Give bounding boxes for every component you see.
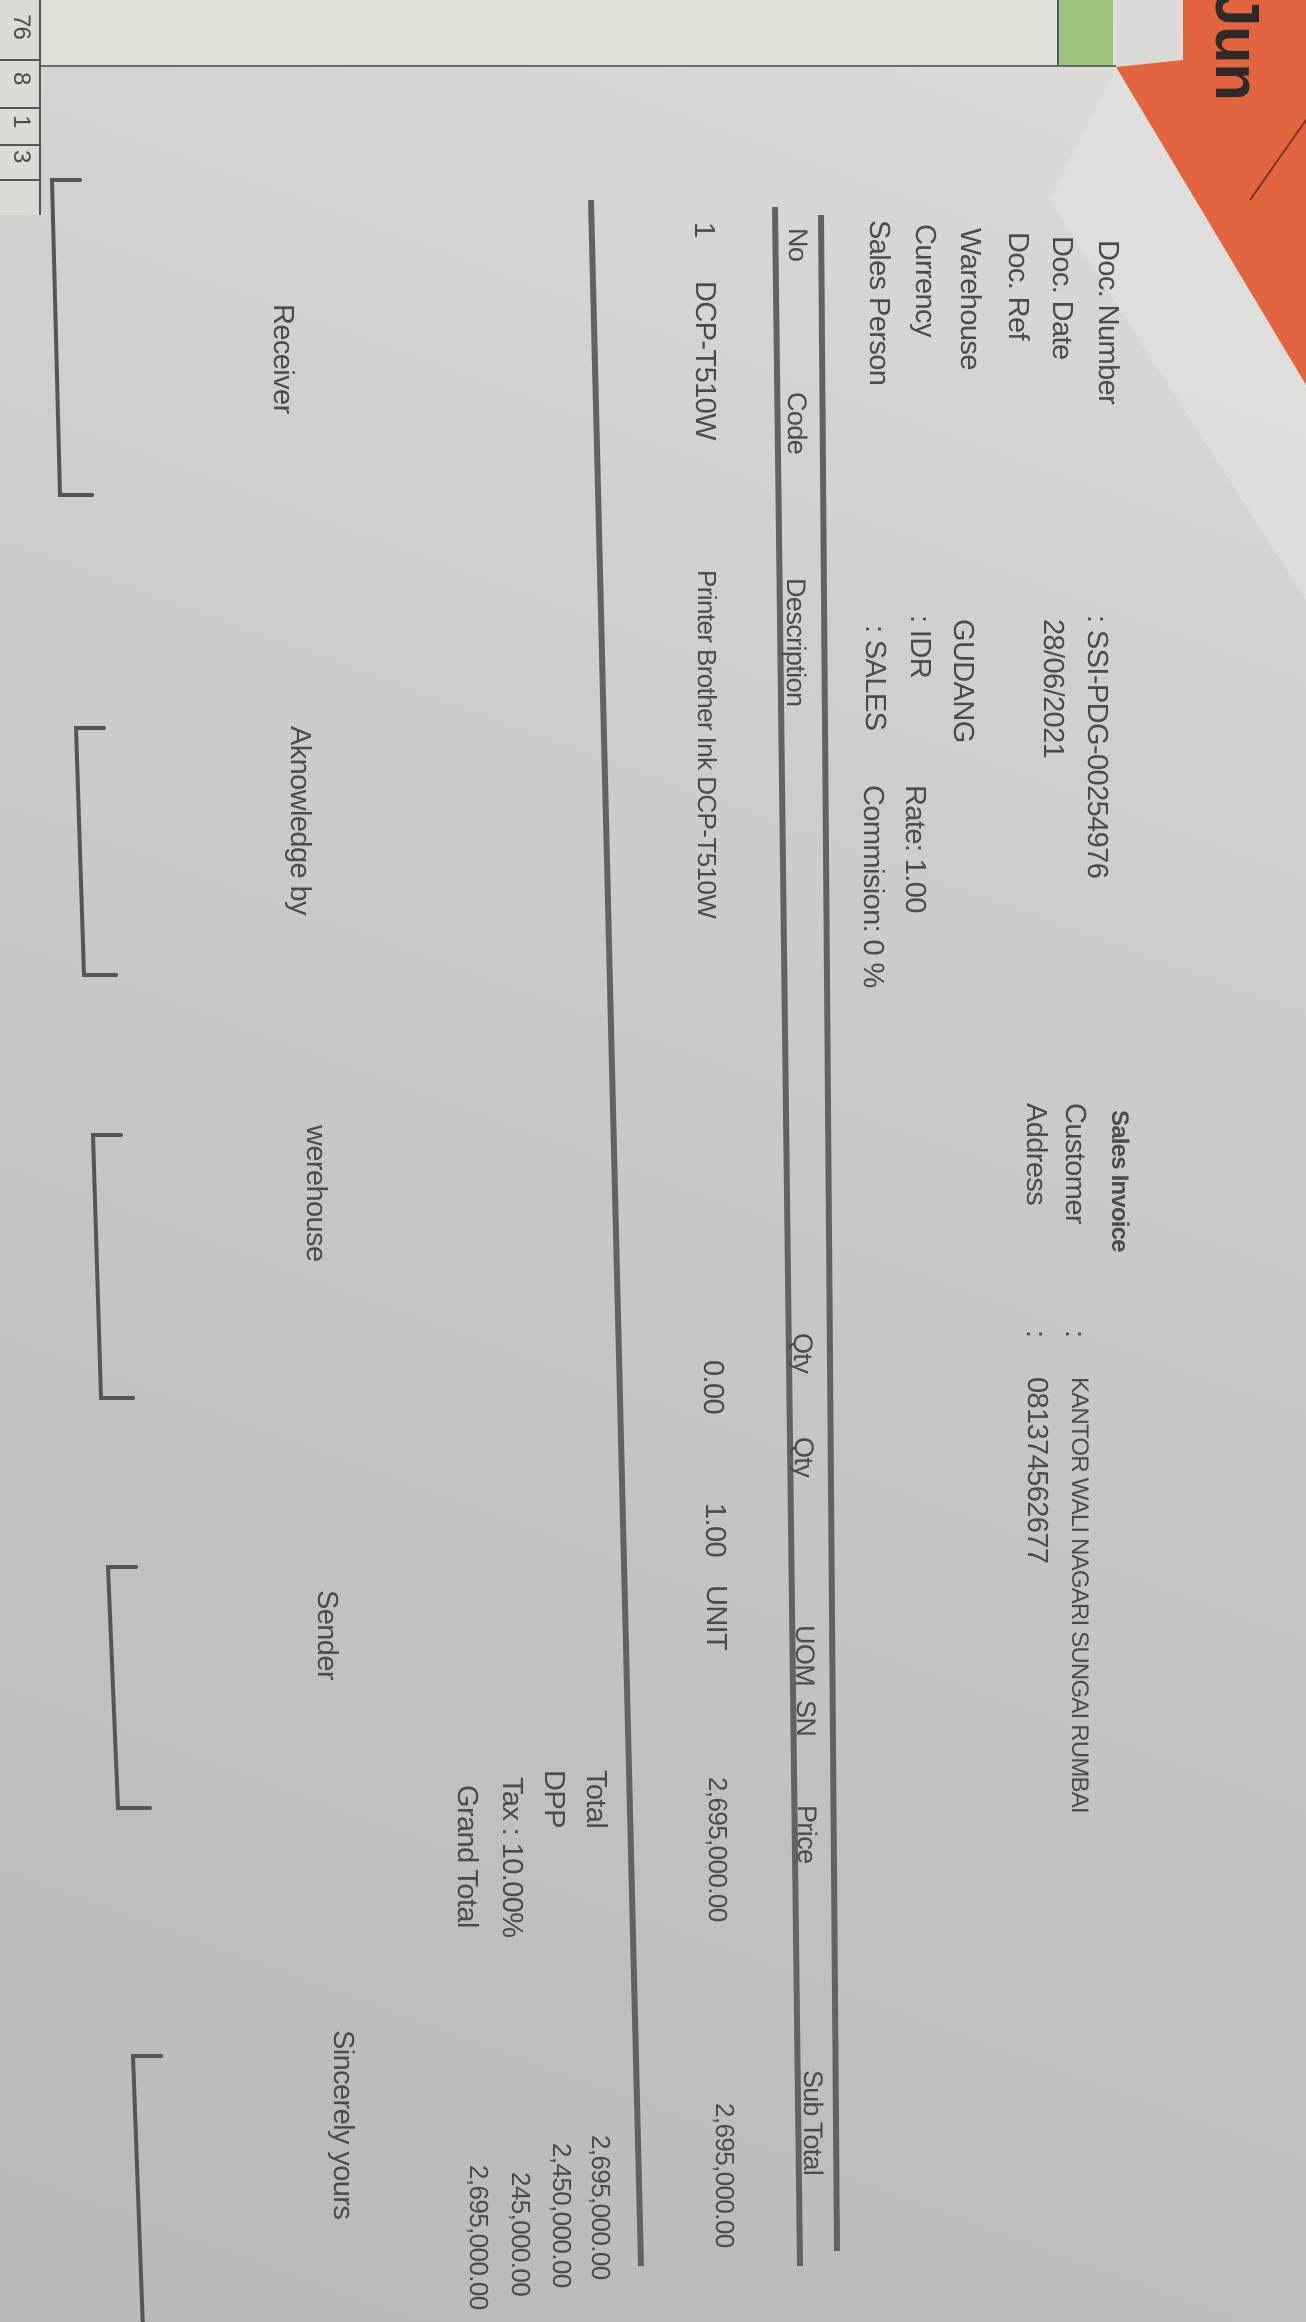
address-value: 081374562677: [1021, 1377, 1053, 1564]
column-header-qty: Qty: [788, 1333, 818, 1374]
signature-bracket-sincerely: [130, 2054, 163, 2322]
signature-label-sender: Sender: [311, 1590, 343, 1680]
field-label-currency: Currency: [909, 224, 941, 337]
field-extra-commission: Commision: 0 %: [857, 785, 889, 988]
field-value-warehouse: GUDANG: [947, 619, 979, 743]
field-value-currency: : IDR: [904, 615, 936, 679]
field-extra-rate: Rate: 1.00: [899, 785, 931, 913]
column-header-description: Description: [781, 578, 811, 707]
column-header-qty-2: Qty: [789, 1437, 819, 1478]
customer-value: KANTOR WALI NAGARI SUNGAI RUMBAI: [1066, 1377, 1093, 1813]
paper-edge-highlight: [1050, 67, 1306, 600]
row-uom: UNIT: [700, 1585, 732, 1651]
signature-bracket-receiver: [49, 178, 94, 497]
spreadsheet-cell: 8: [8, 72, 35, 85]
tax-value: 245,000.00: [506, 2171, 536, 2296]
dpp-value: 2,450,000.00: [547, 2143, 577, 2288]
column-header-sub-total: Sub Total: [798, 2070, 828, 2175]
total-label: Total: [580, 1770, 612, 1829]
signature-label-acknowledge: Aknowledge by: [284, 726, 316, 915]
field-label-warehouse: Warehouse: [954, 228, 986, 370]
orange-folder: [1116, 0, 1306, 385]
spreadsheet-cell: 1: [8, 115, 35, 128]
signature-bracket-warehouse: [90, 1133, 135, 1400]
column-header-sn: SN: [791, 1700, 821, 1737]
field-label-doc-ref: Doc. Ref: [1002, 232, 1034, 341]
invoice-title: Sales Invoice: [1106, 1110, 1133, 1252]
column-header-uom: UOM: [790, 1625, 820, 1687]
row-description: Printer Brother Ink DCP-T510W: [692, 570, 722, 919]
column-header-no: No: [783, 228, 813, 262]
folder-crease: [1249, 119, 1306, 201]
signature-label-sincerely: Sincerely yours: [327, 2030, 359, 2220]
spreadsheet-cell: 3: [8, 150, 35, 163]
row-qty-2: 1.00: [699, 1503, 731, 1558]
table-header-rule: [772, 206, 803, 2267]
signature-label-warehouse: werehouse: [300, 1125, 332, 1262]
field-label-doc-date: Doc. Date: [1046, 236, 1078, 360]
row-sub-total: 2,695,000.00: [710, 2103, 740, 2248]
signature-label-receiver: Receiver: [267, 304, 299, 414]
grand-total-label: Grand Total: [451, 1785, 483, 1928]
tax-label: Tax : 10.00%: [496, 1777, 528, 1938]
address-separator: :: [1020, 1330, 1052, 1338]
grand-total-value: 2,695,000.00: [464, 2165, 494, 2310]
calendar-tab-text: Jun: [1202, 0, 1271, 101]
field-value-doc-date: 28/06/2021: [1037, 619, 1069, 759]
field-label-sales-person: Sales Person: [863, 220, 895, 386]
address-label: Address: [1020, 1103, 1052, 1206]
row-code: DCP-T510W: [689, 281, 721, 440]
field-value-sales-person: : SALES: [859, 625, 891, 731]
table-bottom-rule: [588, 199, 644, 2267]
customer-label: Customer: [1059, 1103, 1091, 1224]
signature-bracket-sender: [105, 1565, 152, 1810]
customer-separator: :: [1059, 1330, 1091, 1338]
column-header-price: Price: [792, 1805, 822, 1864]
signature-bracket-acknowledge: [73, 726, 118, 977]
field-label-doc-number: Doc. Number: [1092, 240, 1124, 405]
field-value-doc-number: : SSI-PDG-00254976: [1081, 615, 1113, 879]
spreadsheet-cell: 76: [8, 14, 35, 40]
row-qty: 0.00: [697, 1360, 729, 1415]
table-top-rule: [818, 214, 840, 2252]
dpp-label: DPP: [538, 1770, 570, 1828]
total-value: 2,695,000.00: [586, 2135, 616, 2280]
row-price: 2,695,000.00: [703, 1777, 733, 1922]
row-no: 1: [688, 222, 720, 238]
column-header-code: Code: [782, 392, 812, 455]
spreadsheet-paper: [0, 0, 1116, 215]
